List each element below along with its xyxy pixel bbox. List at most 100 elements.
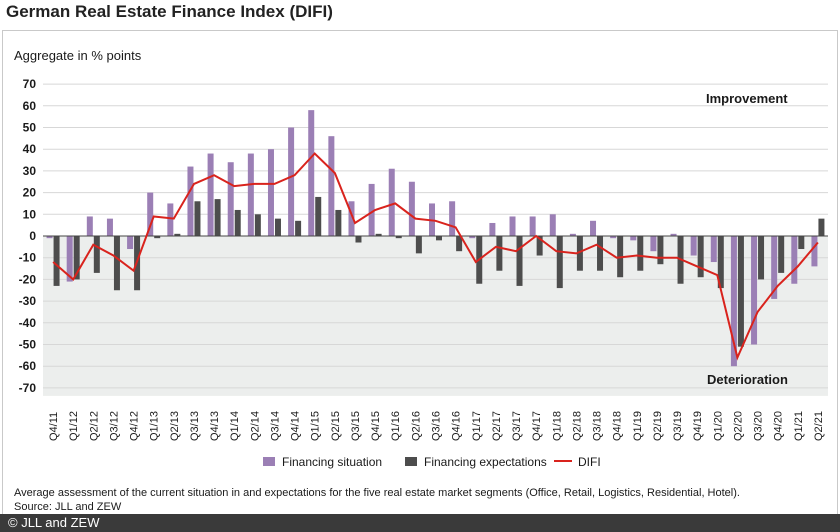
bar-financing-situation bbox=[247, 153, 254, 236]
grid-lines bbox=[43, 83, 828, 389]
x-tick-label: Q3/19 bbox=[672, 411, 684, 441]
chart-svg: 70 60 50 40 30 20 10 0 -10 -20 -30 -40 -50 -60 -70 Q4/… bbox=[14, 48, 828, 513]
bar-financing-expectations bbox=[154, 236, 161, 239]
x-tick-label: Q4/18 bbox=[612, 411, 624, 441]
y-tick-label: -10 bbox=[19, 251, 37, 265]
bar-financing-expectations bbox=[254, 214, 261, 236]
bar-financing-situation bbox=[690, 236, 697, 256]
bar-financing-expectations bbox=[576, 236, 583, 271]
x-tick-label: Q3/14 bbox=[269, 411, 281, 441]
bar-financing-situation bbox=[267, 149, 274, 236]
bar-financing-expectations bbox=[516, 236, 523, 286]
x-tick-label: Q1/18 bbox=[551, 411, 563, 441]
bar-financing-situation bbox=[569, 233, 576, 236]
difi-line bbox=[52, 152, 819, 361]
bar-financing-situation bbox=[529, 216, 536, 236]
bar-financing-situation bbox=[469, 236, 476, 239]
x-tick-label: Q1/13 bbox=[149, 411, 161, 441]
x-tick-label: Q1/15 bbox=[310, 411, 322, 441]
bar-financing-expectations bbox=[496, 236, 503, 271]
y-tick-label: -20 bbox=[19, 272, 37, 286]
bar-financing-situation bbox=[147, 192, 154, 236]
x-tick-label: Q2/13 bbox=[169, 411, 181, 441]
legend-swatch-financing-situation bbox=[263, 457, 275, 466]
x-tick-labels: Q4/11 Q1/12 Q2/12 Q3/12 Q4/12 Q1/13 Q2/13 Q3/13… bbox=[48, 411, 825, 441]
x-tick-label: Q4/11 bbox=[48, 412, 60, 441]
annotation-deterioration: Deterioration bbox=[707, 372, 788, 387]
bar-financing-situation bbox=[187, 166, 194, 236]
legend-label-difi: DIFI bbox=[578, 455, 601, 469]
x-tick-label: Q2/21 bbox=[813, 411, 825, 441]
bar-financing-expectations bbox=[758, 236, 765, 280]
bar-financing-expectations bbox=[657, 236, 664, 265]
bar-financing-situation bbox=[449, 201, 456, 236]
bar-financing-expectations bbox=[174, 233, 181, 236]
x-tick-label: Q2/19 bbox=[652, 411, 664, 441]
x-tick-label: Q4/15 bbox=[370, 411, 382, 441]
x-tick-label: Q3/12 bbox=[108, 411, 120, 441]
bar-financing-situation bbox=[207, 153, 214, 236]
bar-financing-expectations bbox=[637, 236, 644, 271]
x-tick-label: Q3/18 bbox=[592, 411, 604, 441]
x-tick-label: Q4/20 bbox=[773, 411, 785, 441]
bar-financing-expectations bbox=[556, 236, 563, 289]
bar-financing-situation bbox=[167, 203, 174, 236]
x-tick-label: Q2/16 bbox=[410, 411, 422, 441]
x-tick-label: Q4/13 bbox=[209, 411, 221, 441]
bar-financing-situation bbox=[227, 162, 234, 236]
x-tick-label: Q2/18 bbox=[571, 411, 583, 441]
x-tick-label: Q1/20 bbox=[712, 411, 724, 441]
bar-financing-situation bbox=[348, 201, 355, 236]
bar-financing-situation bbox=[106, 218, 113, 236]
bar-financing-situation bbox=[509, 216, 516, 236]
x-tick-label: Q3/20 bbox=[753, 411, 765, 441]
bar-financing-expectations bbox=[73, 236, 80, 280]
bar-financing-situation bbox=[791, 236, 798, 284]
annotation-improvement: Improvement bbox=[706, 91, 788, 106]
bar-financing-situation bbox=[408, 181, 415, 236]
y-axis-label: Aggregate in % points bbox=[14, 48, 142, 63]
bar-financing-expectations bbox=[818, 218, 825, 236]
bar-financing-expectations bbox=[53, 236, 60, 286]
y-tick-label: 10 bbox=[23, 207, 37, 221]
bar-financing-situation bbox=[811, 236, 818, 267]
bar-financing-expectations bbox=[597, 236, 604, 271]
bar-financing-situation bbox=[650, 236, 657, 252]
x-tick-label: Q3/17 bbox=[511, 411, 523, 441]
y-tick-label: 40 bbox=[23, 142, 37, 156]
legend-label-financing-situation: Financing situation bbox=[282, 455, 382, 469]
y-tick-labels: 70 60 50 40 30 20 10 0 -10 -20 -30 -40 -50 -60 -70 bbox=[19, 77, 37, 395]
bar-financing-expectations bbox=[415, 236, 422, 254]
x-tick-label: Q4/16 bbox=[451, 411, 463, 441]
bar-financing-situation bbox=[86, 216, 93, 236]
x-tick-label: Q1/19 bbox=[632, 411, 644, 441]
x-tick-label: Q2/14 bbox=[249, 411, 261, 441]
copyright-bar: © JLL and ZEW bbox=[0, 514, 840, 532]
legend: Financing situation Financing expectatio… bbox=[263, 455, 601, 469]
y-tick-label: -50 bbox=[19, 338, 37, 352]
bar-financing-expectations bbox=[697, 236, 704, 278]
y-tick-label: -70 bbox=[19, 381, 37, 395]
y-tick-label: 50 bbox=[23, 121, 37, 135]
bar-financing-situation bbox=[328, 136, 335, 236]
x-tick-label: Q3/13 bbox=[189, 411, 201, 441]
y-tick-label: 70 bbox=[23, 77, 37, 91]
bar-financing-situation bbox=[127, 236, 134, 250]
bar-financing-expectations bbox=[395, 236, 402, 239]
bar-financing-expectations bbox=[375, 233, 382, 236]
x-tick-label: Q2/17 bbox=[491, 411, 503, 441]
y-tick-label: 30 bbox=[23, 164, 37, 178]
source-text: Source: JLL and ZEW bbox=[14, 501, 122, 513]
bar-financing-situation bbox=[288, 127, 295, 236]
bar-financing-expectations bbox=[315, 196, 322, 236]
bar-financing-situation bbox=[549, 214, 556, 236]
bar-financing-situation bbox=[388, 168, 395, 236]
bar-financing-situation bbox=[489, 222, 496, 236]
bar-financing-expectations bbox=[214, 199, 221, 236]
x-tick-label: Q3/15 bbox=[350, 411, 362, 441]
bar-financing-situation bbox=[590, 220, 597, 236]
bar-financing-situation bbox=[368, 183, 375, 236]
bar-financing-expectations bbox=[737, 236, 744, 347]
x-tick-label: Q1/14 bbox=[229, 411, 241, 441]
page-title: German Real Estate Finance Index (DIFI) bbox=[6, 2, 333, 21]
